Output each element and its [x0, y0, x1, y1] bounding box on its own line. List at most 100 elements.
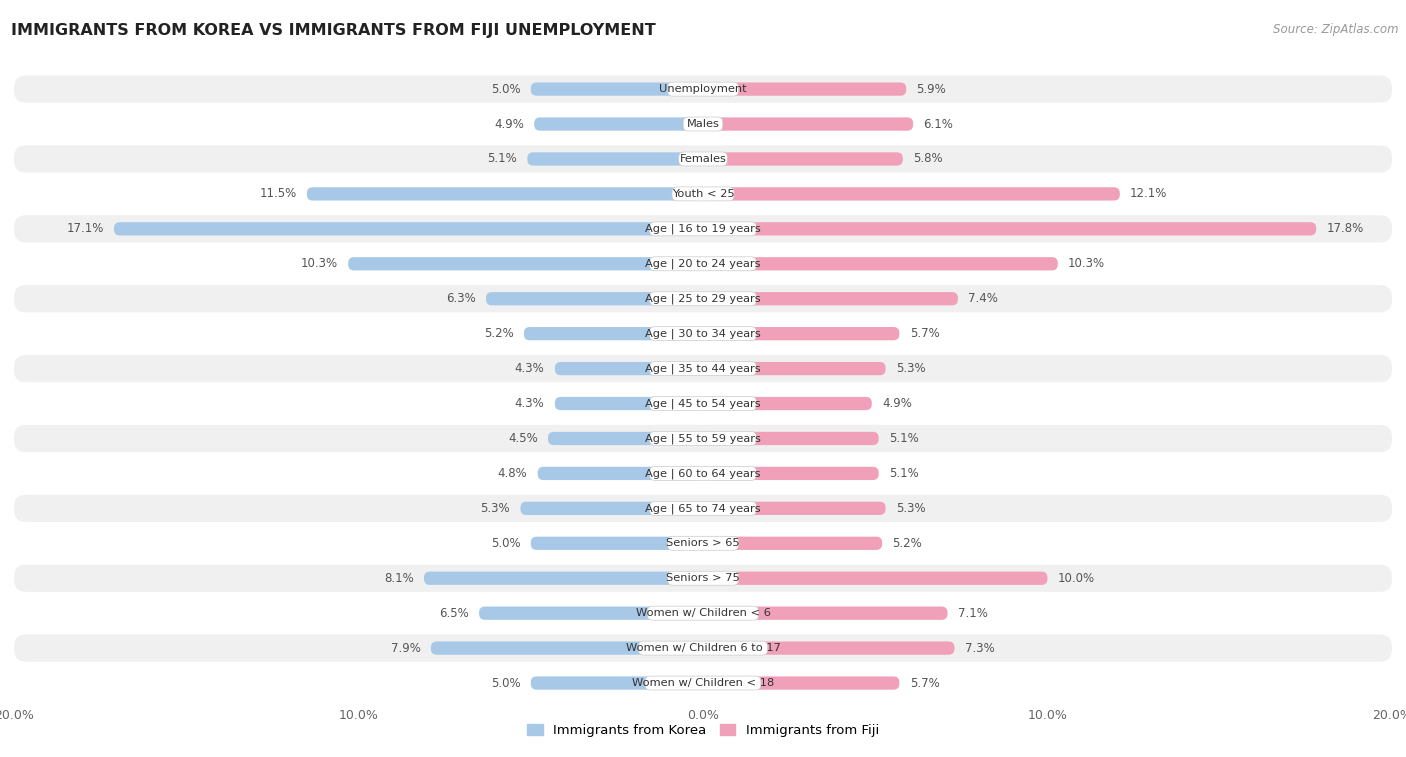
- Text: 10.3%: 10.3%: [301, 257, 337, 270]
- Text: 5.3%: 5.3%: [896, 502, 925, 515]
- Text: 7.9%: 7.9%: [391, 642, 420, 655]
- FancyBboxPatch shape: [479, 606, 703, 620]
- Text: 8.1%: 8.1%: [384, 572, 413, 584]
- FancyBboxPatch shape: [555, 397, 703, 410]
- Text: 5.1%: 5.1%: [889, 467, 918, 480]
- FancyBboxPatch shape: [703, 572, 1047, 585]
- Text: Age | 55 to 59 years: Age | 55 to 59 years: [645, 433, 761, 444]
- Text: 17.8%: 17.8%: [1326, 223, 1364, 235]
- Text: 4.8%: 4.8%: [498, 467, 527, 480]
- FancyBboxPatch shape: [703, 83, 907, 95]
- FancyBboxPatch shape: [703, 677, 900, 690]
- Text: Age | 30 to 34 years: Age | 30 to 34 years: [645, 329, 761, 339]
- FancyBboxPatch shape: [638, 641, 768, 655]
- FancyBboxPatch shape: [14, 669, 1392, 696]
- Text: 7.1%: 7.1%: [957, 606, 988, 620]
- Text: 5.9%: 5.9%: [917, 83, 946, 95]
- FancyBboxPatch shape: [425, 572, 703, 585]
- FancyBboxPatch shape: [668, 82, 738, 96]
- FancyBboxPatch shape: [703, 502, 886, 515]
- Text: 7.4%: 7.4%: [969, 292, 998, 305]
- Text: Women w/ Children 6 to 17: Women w/ Children 6 to 17: [626, 643, 780, 653]
- Text: 4.5%: 4.5%: [508, 432, 537, 445]
- FancyBboxPatch shape: [703, 292, 957, 305]
- Text: 17.1%: 17.1%: [66, 223, 104, 235]
- Text: 5.8%: 5.8%: [912, 152, 943, 166]
- FancyBboxPatch shape: [703, 152, 903, 166]
- FancyBboxPatch shape: [524, 327, 703, 341]
- Text: 5.1%: 5.1%: [488, 152, 517, 166]
- FancyBboxPatch shape: [534, 117, 703, 131]
- FancyBboxPatch shape: [647, 606, 759, 620]
- Text: 7.3%: 7.3%: [965, 642, 994, 655]
- FancyBboxPatch shape: [703, 362, 886, 375]
- Legend: Immigrants from Korea, Immigrants from Fiji: Immigrants from Korea, Immigrants from F…: [522, 718, 884, 742]
- Text: Unemployment: Unemployment: [659, 84, 747, 94]
- FancyBboxPatch shape: [650, 466, 756, 481]
- FancyBboxPatch shape: [349, 257, 703, 270]
- FancyBboxPatch shape: [486, 292, 703, 305]
- FancyBboxPatch shape: [14, 600, 1392, 627]
- FancyBboxPatch shape: [668, 572, 738, 585]
- Text: Seniors > 75: Seniors > 75: [666, 573, 740, 583]
- Text: 5.0%: 5.0%: [491, 83, 520, 95]
- Text: Youth < 25: Youth < 25: [672, 189, 734, 199]
- FancyBboxPatch shape: [14, 459, 1392, 487]
- FancyBboxPatch shape: [14, 390, 1392, 417]
- FancyBboxPatch shape: [14, 320, 1392, 347]
- Text: 4.3%: 4.3%: [515, 397, 544, 410]
- FancyBboxPatch shape: [548, 431, 703, 445]
- FancyBboxPatch shape: [14, 530, 1392, 557]
- FancyBboxPatch shape: [650, 362, 756, 375]
- FancyBboxPatch shape: [14, 285, 1392, 313]
- Text: 5.2%: 5.2%: [484, 327, 513, 340]
- FancyBboxPatch shape: [430, 641, 703, 655]
- Text: 6.5%: 6.5%: [439, 606, 468, 620]
- FancyBboxPatch shape: [703, 257, 1057, 270]
- FancyBboxPatch shape: [668, 536, 738, 550]
- FancyBboxPatch shape: [531, 677, 703, 690]
- Text: Women w/ Children < 6: Women w/ Children < 6: [636, 608, 770, 618]
- FancyBboxPatch shape: [672, 187, 734, 201]
- Text: Age | 35 to 44 years: Age | 35 to 44 years: [645, 363, 761, 374]
- Text: Age | 25 to 29 years: Age | 25 to 29 years: [645, 294, 761, 304]
- Text: 6.1%: 6.1%: [924, 117, 953, 130]
- Text: 5.1%: 5.1%: [889, 432, 918, 445]
- FancyBboxPatch shape: [14, 76, 1392, 103]
- Text: 5.7%: 5.7%: [910, 677, 939, 690]
- FancyBboxPatch shape: [14, 111, 1392, 138]
- FancyBboxPatch shape: [14, 634, 1392, 662]
- Text: IMMIGRANTS FROM KOREA VS IMMIGRANTS FROM FIJI UNEMPLOYMENT: IMMIGRANTS FROM KOREA VS IMMIGRANTS FROM…: [11, 23, 657, 38]
- Text: 5.0%: 5.0%: [491, 677, 520, 690]
- FancyBboxPatch shape: [555, 362, 703, 375]
- FancyBboxPatch shape: [650, 291, 756, 306]
- FancyBboxPatch shape: [531, 537, 703, 550]
- Text: Males: Males: [686, 119, 720, 129]
- Text: 10.3%: 10.3%: [1069, 257, 1105, 270]
- FancyBboxPatch shape: [650, 501, 756, 516]
- Text: Females: Females: [679, 154, 727, 164]
- Text: 11.5%: 11.5%: [259, 188, 297, 201]
- Text: 5.0%: 5.0%: [491, 537, 520, 550]
- Text: Seniors > 65: Seniors > 65: [666, 538, 740, 548]
- Text: 5.7%: 5.7%: [910, 327, 939, 340]
- Text: 5.2%: 5.2%: [893, 537, 922, 550]
- Text: Age | 20 to 24 years: Age | 20 to 24 years: [645, 259, 761, 269]
- FancyBboxPatch shape: [114, 223, 703, 235]
- FancyBboxPatch shape: [679, 152, 727, 166]
- Text: 12.1%: 12.1%: [1130, 188, 1167, 201]
- FancyBboxPatch shape: [703, 537, 882, 550]
- Text: Age | 65 to 74 years: Age | 65 to 74 years: [645, 503, 761, 513]
- FancyBboxPatch shape: [14, 425, 1392, 452]
- Text: Source: ZipAtlas.com: Source: ZipAtlas.com: [1274, 23, 1399, 36]
- Text: 4.3%: 4.3%: [515, 362, 544, 375]
- Text: 6.3%: 6.3%: [446, 292, 475, 305]
- FancyBboxPatch shape: [650, 257, 756, 271]
- Text: 5.3%: 5.3%: [896, 362, 925, 375]
- FancyBboxPatch shape: [14, 355, 1392, 382]
- FancyBboxPatch shape: [307, 187, 703, 201]
- FancyBboxPatch shape: [14, 250, 1392, 277]
- FancyBboxPatch shape: [14, 215, 1392, 242]
- FancyBboxPatch shape: [683, 117, 723, 131]
- FancyBboxPatch shape: [703, 467, 879, 480]
